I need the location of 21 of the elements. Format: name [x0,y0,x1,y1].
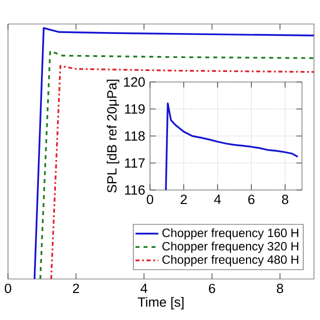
y-tick-label: 117 [125,158,145,168]
y-axis-title: SPL [dB ref 20μPa] [106,80,120,193]
line-series [165,102,299,190]
y-tick-label: 118 [125,131,145,141]
y-tick-label: 116 [125,185,145,195]
x-tick-label: 4 [140,284,148,293]
y-tick-label: 119 [125,104,145,114]
x-tick-label: 0 [4,284,12,294]
legend-label: Chopper frequency 480 H [162,255,298,266]
x-tick-label: 8 [276,284,284,294]
x-tick-label: 0 [146,194,154,204]
x-tick-label: 4 [214,194,221,204]
y-tick-label: 120 [124,77,145,87]
x-tick-label: 6 [208,284,216,294]
x-tick-label: 8 [282,194,288,204]
x-tick-label: 2 [180,194,187,204]
x-tick-label: 2 [72,284,80,294]
x-tick-label: 6 [248,194,254,204]
legend-label: Chopper frequency 320 H [162,242,298,253]
legend-label: Chopper frequency 160 H [162,228,298,240]
x-axis-title: Time [s] [138,296,184,310]
